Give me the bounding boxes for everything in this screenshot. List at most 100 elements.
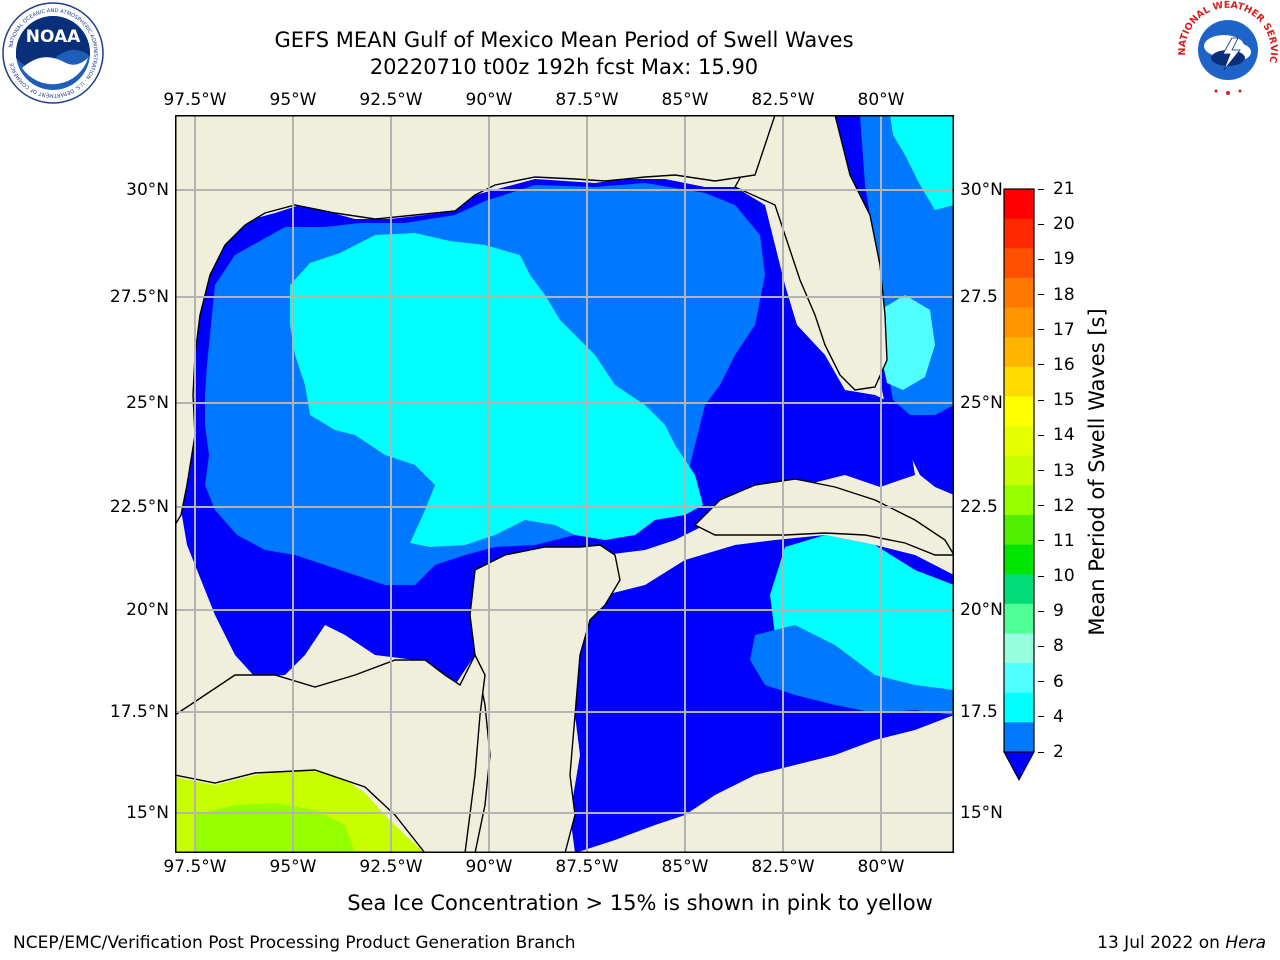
colorbar-tick-label: 12 bbox=[1053, 495, 1075, 516]
lat-label-right: 27.5 bbox=[960, 287, 998, 307]
colorbar-segment bbox=[1004, 692, 1034, 723]
map-frame bbox=[175, 115, 954, 853]
colorbar-tick-label: 20 bbox=[1053, 214, 1075, 235]
nws-logo: NATIONAL WEATHER SERVICE bbox=[1175, 0, 1279, 100]
colorbar-tick-mark bbox=[1038, 505, 1044, 507]
caribbean-4s-region bbox=[750, 625, 954, 715]
colorbar-tick-mark bbox=[1038, 540, 1044, 542]
bahamas-cyan-region bbox=[880, 295, 935, 390]
colorbar-tick-label: 15 bbox=[1053, 390, 1075, 411]
colorbar-label: Mean Period of Swell Waves [s] bbox=[1085, 308, 1109, 636]
cuba-land bbox=[693, 478, 954, 556]
lat-label-right: 15°N bbox=[960, 803, 1003, 823]
colorbar-segment bbox=[1004, 277, 1034, 309]
colorbar-tick-mark bbox=[1038, 223, 1044, 225]
colorbar-segment bbox=[1004, 722, 1034, 753]
colorbar-segment bbox=[1004, 455, 1034, 486]
lat-label-right: 20°N bbox=[960, 600, 1003, 620]
colorbar bbox=[1003, 188, 1035, 782]
noaa-logo-text: NOAA bbox=[26, 27, 81, 47]
colorbar-tick-mark bbox=[1038, 716, 1044, 718]
lon-label-top: 80°W bbox=[857, 90, 905, 110]
colorbar-segment bbox=[1004, 574, 1034, 605]
lon-label-bottom: 95°W bbox=[269, 857, 317, 877]
colorbar-segment bbox=[1004, 485, 1034, 516]
colorbar-tick-mark bbox=[1038, 258, 1044, 260]
colorbar-segment bbox=[1004, 663, 1034, 694]
mexico-south-land bbox=[175, 653, 486, 853]
colorbar-extend-triangle bbox=[1003, 751, 1035, 782]
colorbar-tick-label: 11 bbox=[1053, 530, 1075, 551]
footer-date: 13 Jul 2022 on bbox=[1097, 933, 1226, 953]
swell-6s-region bbox=[290, 233, 703, 547]
gulf-map bbox=[175, 115, 954, 853]
colorbar-segment bbox=[1004, 514, 1034, 546]
us-coast-land bbox=[175, 115, 835, 527]
sea-ice-caption: Sea Ice Concentration > 15% is shown in … bbox=[347, 891, 933, 915]
colorbar-tick-label: 21 bbox=[1053, 179, 1075, 199]
title-line2: 20220710 t00z 192h fcst Max: 15.90 bbox=[369, 55, 759, 79]
lon-label-top: 95°W bbox=[269, 90, 317, 110]
colorbar-segment bbox=[1004, 633, 1034, 664]
lon-label-bottom: 80°W bbox=[857, 857, 905, 877]
lat-label-left: 27.5°N bbox=[109, 287, 169, 307]
colorbar-tick-mark bbox=[1038, 434, 1044, 436]
colorbar-tick-mark bbox=[1038, 399, 1044, 401]
colorbar-segment bbox=[1004, 189, 1034, 220]
lat-label-left: 15°N bbox=[126, 803, 169, 823]
colorbar-tick-mark bbox=[1038, 610, 1044, 612]
colorbar-tick-mark bbox=[1038, 470, 1044, 471]
noaa-logo: NOAA NATIONAL OCEANIC AND ATMOSPHERIC AD… bbox=[2, 2, 104, 104]
colorbar-segment bbox=[1004, 366, 1034, 397]
lat-label-right: 22.5 bbox=[960, 497, 998, 517]
colorbar-segment bbox=[1004, 337, 1034, 368]
colorbar-tick-label: 8 bbox=[1053, 636, 1064, 657]
lat-label-left: 22.5°N bbox=[109, 497, 169, 517]
colorbar-tick-label: 17 bbox=[1053, 319, 1075, 340]
lon-label-top: 85°W bbox=[661, 90, 709, 110]
lon-label-bottom: 92.5°W bbox=[359, 857, 423, 877]
colorbar-frame bbox=[1003, 188, 1035, 753]
footer-host: Hera bbox=[1225, 933, 1266, 953]
lon-label-top: 82.5°W bbox=[751, 90, 815, 110]
lon-label-top: 92.5°W bbox=[359, 90, 423, 110]
atlantic-cyan-region bbox=[890, 115, 954, 210]
colorbar-tick-label: 9 bbox=[1053, 601, 1064, 622]
colorbar-tick-label: 13 bbox=[1053, 460, 1075, 481]
colorbar-tick-mark bbox=[1038, 294, 1044, 296]
colorbar-tick-mark bbox=[1038, 364, 1044, 366]
lon-label-bottom: 90°W bbox=[465, 857, 513, 877]
colorbar-segment bbox=[1004, 603, 1034, 634]
lon-label-bottom: 82.5°W bbox=[751, 857, 815, 877]
colorbar-tick-label: 6 bbox=[1053, 671, 1064, 692]
title-line1: GEFS MEAN Gulf of Mexico Mean Period of … bbox=[274, 28, 854, 52]
colorbar-tick-mark bbox=[1038, 645, 1044, 647]
colorbar-tick-label: 16 bbox=[1053, 354, 1075, 375]
lon-label-top: 87.5°W bbox=[555, 90, 619, 110]
lon-label-top: 90°W bbox=[465, 90, 513, 110]
lat-label-right: 30°N bbox=[960, 180, 1003, 200]
colorbar-tick-mark bbox=[1038, 188, 1044, 190]
lat-label-right: 17.5 bbox=[960, 702, 998, 722]
colorbar-segment bbox=[1004, 396, 1034, 427]
colorbar-tick-label: 19 bbox=[1053, 249, 1075, 270]
colorbar-tick-mark bbox=[1038, 329, 1044, 331]
colorbar-segment bbox=[1004, 307, 1034, 338]
colorbar-tick-mark bbox=[1038, 681, 1044, 683]
colorbar-segment bbox=[1004, 248, 1034, 279]
lon-label-bottom: 85°W bbox=[661, 857, 709, 877]
lon-label-top: 97.5°W bbox=[163, 90, 227, 110]
florida-land bbox=[734, 115, 954, 391]
colorbar-tick-label: 10 bbox=[1053, 566, 1075, 587]
lat-label-right: 25°N bbox=[960, 393, 1003, 413]
colorbar-tick-label: 2 bbox=[1053, 742, 1064, 762]
colorbar-tick-label: 4 bbox=[1053, 706, 1064, 727]
pacific-green-region bbox=[195, 803, 355, 853]
colorbar-tick-label: 14 bbox=[1053, 425, 1075, 446]
map-grid bbox=[175, 115, 954, 853]
lat-label-left: 17.5°N bbox=[109, 702, 169, 722]
colorbar-tick-mark bbox=[1038, 751, 1044, 753]
colorbar-tick-label: 18 bbox=[1053, 284, 1075, 305]
footer-right: 13 Jul 2022 on Hera bbox=[1097, 933, 1266, 953]
lat-label-left: 20°N bbox=[126, 600, 169, 620]
